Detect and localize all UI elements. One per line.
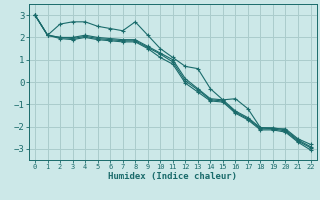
- X-axis label: Humidex (Indice chaleur): Humidex (Indice chaleur): [108, 172, 237, 181]
